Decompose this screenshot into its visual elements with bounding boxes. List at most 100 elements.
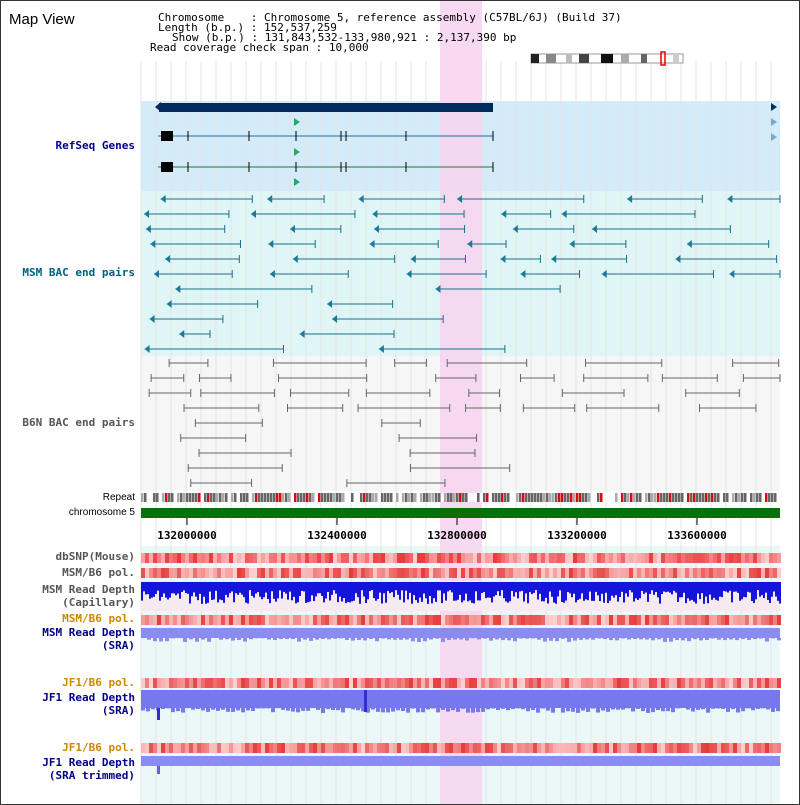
heat-cell — [317, 615, 321, 625]
heat-cell — [233, 553, 237, 563]
repeat-block — [657, 493, 660, 502]
depth-bar — [449, 582, 451, 591]
heat-cell — [449, 553, 453, 563]
repeat-block — [609, 493, 612, 502]
heat-cell — [385, 678, 389, 688]
repeat-block — [642, 493, 645, 502]
heat-cell — [193, 743, 197, 753]
depth-bar — [261, 582, 263, 600]
heat-cell — [549, 568, 553, 578]
depth-bar — [219, 638, 223, 640]
track-label-msm-bac[interactable]: MSM BAC end pairs — [22, 266, 135, 279]
heat-cell — [297, 568, 301, 578]
heat-cell — [721, 743, 725, 753]
depth-bar — [379, 582, 381, 593]
depth-bar — [189, 582, 191, 604]
depth-bar — [473, 582, 475, 604]
heat-cell — [649, 568, 653, 578]
depth-bar — [709, 582, 711, 595]
depth-bar — [406, 708, 410, 713]
depth-bar — [499, 582, 501, 596]
depth-bar — [165, 638, 169, 642]
repeat-block — [435, 493, 438, 502]
depth-bar — [619, 582, 621, 598]
repeat-block — [717, 493, 720, 502]
heat-cell — [533, 615, 537, 625]
heat-cell — [677, 615, 681, 625]
heat-cell — [169, 553, 173, 563]
heat-cell — [477, 568, 481, 578]
depth-bar — [295, 582, 297, 604]
heat-cell — [641, 568, 645, 578]
track-label-jf1-b6-pol-2: JF1/B6 pol. — [62, 741, 135, 754]
heat-cell — [241, 743, 245, 753]
heat-cell — [209, 615, 213, 625]
depth-bar — [753, 638, 757, 640]
heat-cell — [457, 553, 461, 563]
repeat-block — [171, 493, 174, 502]
depth-bar — [237, 638, 241, 641]
heat-cell — [409, 615, 413, 625]
heat-cell — [549, 743, 553, 753]
heat-cell — [525, 615, 529, 625]
depth-bar — [525, 582, 527, 594]
depth-bar — [501, 582, 503, 591]
heat-cell — [653, 678, 657, 688]
depth-spike — [157, 708, 160, 720]
heat-cell — [633, 615, 637, 625]
heat-cell — [281, 615, 285, 625]
heat-cell — [653, 615, 657, 625]
heat-cell — [157, 615, 161, 625]
heat-cell — [333, 615, 337, 625]
depth-bar — [191, 708, 195, 710]
heat-cell — [445, 568, 449, 578]
depth-bar — [565, 582, 567, 601]
depth-bar — [381, 582, 383, 604]
depth-bar — [243, 638, 247, 642]
repeat-block — [426, 493, 429, 502]
heat-cell — [397, 553, 401, 563]
repeat-block — [672, 493, 675, 502]
track-label-sra-trimmed: (SRA trimmed) — [48, 769, 135, 782]
heat-cell — [589, 553, 593, 563]
depth-bar — [687, 638, 691, 642]
heat-cell — [613, 678, 617, 688]
heat-cell — [441, 743, 445, 753]
track-label-msm-read-depth-capillary: MSM Read Depth — [42, 583, 135, 596]
depth-bar — [336, 708, 340, 711]
depth-bar — [169, 582, 171, 598]
track-label-b6n-bac[interactable]: B6N BAC end pairs — [22, 416, 135, 429]
heat-cell — [185, 678, 189, 688]
depth-bar — [649, 582, 651, 594]
heat-cell — [749, 743, 753, 753]
msm-bac-end — [175, 285, 181, 293]
heat-cell — [405, 743, 409, 753]
heat-cell — [421, 553, 425, 563]
heat-cell — [457, 743, 461, 753]
heat-cell — [373, 553, 377, 563]
depth-bar — [296, 708, 300, 713]
msm-bac-end — [369, 240, 375, 248]
track-label-refseq[interactable]: RefSeq Genes — [55, 139, 135, 152]
heat-cell — [517, 568, 521, 578]
depth-bar — [527, 582, 529, 604]
heat-cell — [297, 743, 301, 753]
heat-cell — [669, 568, 673, 578]
depth-bar — [717, 638, 721, 640]
depth-bar — [236, 708, 240, 711]
heat-cell — [753, 568, 757, 578]
repeat-block — [303, 493, 306, 502]
repeat-block — [279, 493, 282, 502]
depth-bar — [663, 582, 665, 592]
heat-cell — [581, 568, 585, 578]
repeat-block — [633, 493, 636, 502]
depth-bar — [489, 638, 493, 641]
heat-cell — [737, 678, 741, 688]
heat-cell — [317, 553, 321, 563]
depth-bar — [303, 638, 307, 640]
heat-cell — [289, 615, 293, 625]
depth-bar — [777, 638, 781, 641]
depth-bar — [687, 582, 689, 599]
repeat-block — [198, 493, 201, 502]
